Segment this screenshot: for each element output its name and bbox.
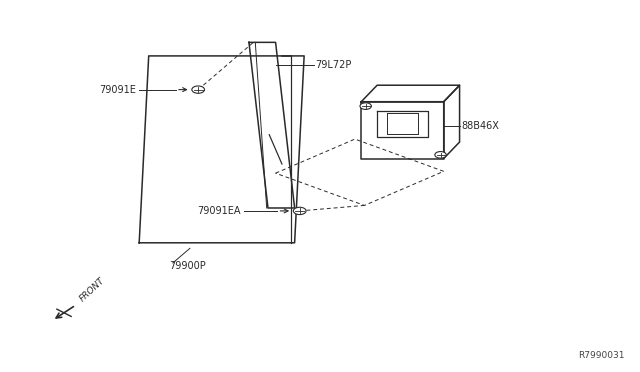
Circle shape (435, 151, 446, 158)
Text: 88B46X: 88B46X (461, 121, 499, 131)
Text: 79900P: 79900P (170, 260, 206, 270)
Circle shape (360, 103, 371, 109)
Text: R7990031: R7990031 (578, 351, 625, 360)
Text: 79091EA: 79091EA (197, 206, 241, 216)
Circle shape (293, 207, 306, 215)
Text: 79L72P: 79L72P (316, 60, 352, 70)
Text: 79091E: 79091E (99, 84, 136, 94)
Circle shape (192, 86, 205, 93)
Text: FRONT: FRONT (77, 276, 106, 303)
